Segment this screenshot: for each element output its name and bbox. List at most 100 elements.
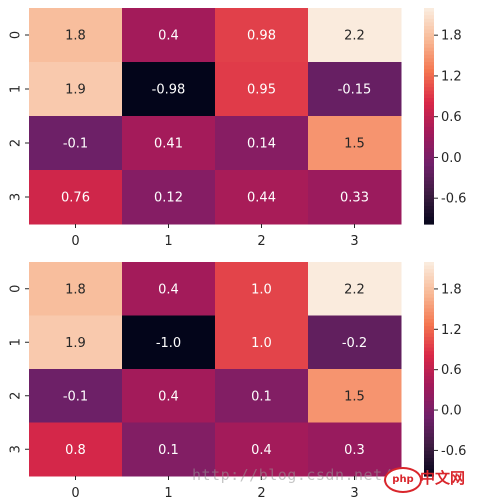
watermark-suffix: 中文网 xyxy=(420,469,466,487)
colorbar-segment xyxy=(424,47,434,52)
colorbar-segment xyxy=(424,148,434,153)
colorbar-segment xyxy=(424,454,434,459)
heatmap-cell xyxy=(308,315,402,370)
colorbar-segment xyxy=(424,87,434,92)
colorbar-tick-label: 1.8 xyxy=(441,29,462,44)
colorbar-segment xyxy=(424,116,434,121)
cell-annotation: 0.8 xyxy=(65,443,86,458)
colorbar-segment xyxy=(424,11,434,16)
colorbar-tick-label: 1.8 xyxy=(441,282,462,297)
heatmap-cell xyxy=(122,262,216,316)
colorbar-segment xyxy=(424,301,434,306)
x-tick-label: 1 xyxy=(164,234,172,249)
colorbar-segment xyxy=(424,177,434,182)
colorbar-tick-label: 0.0 xyxy=(441,404,462,419)
y-tick-label: 3 xyxy=(9,445,24,453)
heatmap-cell xyxy=(308,8,402,63)
cell-annotation: -0.98 xyxy=(152,83,186,98)
heatmap-cell xyxy=(308,422,402,477)
cell-annotation: 1.8 xyxy=(65,282,86,297)
colorbar-segment xyxy=(424,112,434,117)
colorbar-segment xyxy=(424,83,434,88)
colorbar-segment xyxy=(424,170,434,175)
heatmap-cell xyxy=(122,315,216,370)
colorbar-tick-label: 1.2 xyxy=(441,69,462,84)
colorbar-segment xyxy=(424,202,434,207)
colorbar-segment xyxy=(424,404,434,409)
colorbar-tick-label: 0.6 xyxy=(441,110,462,125)
heatmap-cell xyxy=(29,62,123,117)
colorbar-segment xyxy=(424,326,434,331)
colorbar-segment xyxy=(424,283,434,288)
colorbar-segment xyxy=(424,8,434,13)
colorbar-segment xyxy=(424,276,434,281)
heatmap-top: 1.8 0.4 0.98 2.2 1.9 -0.98 0.95 -0.15 -0.1 0.41 0.… xyxy=(9,8,466,249)
colorbar-segment xyxy=(424,262,434,267)
colorbar-segment xyxy=(424,130,434,135)
colorbar-segment xyxy=(424,393,434,399)
colorbar-segment xyxy=(424,351,434,356)
colorbar-segment xyxy=(424,308,434,313)
colorbar-segment xyxy=(424,198,434,203)
colorbar-segment xyxy=(424,155,434,160)
cell-annotation: 0.44 xyxy=(247,191,276,206)
colorbar-segment xyxy=(424,195,434,200)
colorbar-segment xyxy=(424,180,434,185)
cell-annotation: 0.33 xyxy=(340,191,369,206)
x-tick-label: 2 xyxy=(257,234,265,249)
colorbar-segment xyxy=(424,333,434,338)
colorbar-segment xyxy=(424,418,434,424)
cell-annotation: -0.1 xyxy=(63,137,88,152)
cell-annotation: 0.4 xyxy=(251,443,272,458)
colorbar-segment xyxy=(424,468,434,474)
colorbar-segment xyxy=(424,376,434,381)
colorbar-segment xyxy=(424,361,434,367)
y-tick-label: 2 xyxy=(9,392,24,400)
colorbar-segment xyxy=(424,144,434,149)
colorbar-tick-label: -0.6 xyxy=(441,192,466,207)
x-tick-label: 1 xyxy=(164,486,172,499)
colorbar-segment xyxy=(424,58,434,63)
colorbar-segment xyxy=(424,44,434,49)
heatmap-cell xyxy=(29,369,123,423)
cell-annotation: 0.4 xyxy=(158,282,179,297)
cell-annotation: 0.41 xyxy=(154,137,183,152)
colorbar-segment xyxy=(424,162,434,167)
colorbar-segment xyxy=(424,315,434,320)
colorbar-segment xyxy=(424,94,434,99)
colorbar-segment xyxy=(424,216,434,221)
cell-annotation: -0.1 xyxy=(63,389,88,404)
colorbar-segment xyxy=(424,272,434,277)
colorbar-segment xyxy=(424,447,434,452)
y-tick-label: 2 xyxy=(9,139,24,147)
cell-annotation: 0.76 xyxy=(61,191,90,206)
colorbar-segment xyxy=(424,36,434,41)
colorbar-segment xyxy=(424,105,434,110)
heatmap-cell xyxy=(215,62,309,117)
colorbar-segment xyxy=(424,69,434,74)
colorbar-segment xyxy=(424,159,434,164)
heatmap-cell xyxy=(122,8,216,63)
colorbar-segment xyxy=(424,443,434,449)
cell-annotation: 0.4 xyxy=(158,389,179,404)
y-tick-label: 0 xyxy=(9,31,24,39)
y-tick-label: 1 xyxy=(9,338,24,346)
cell-annotation: 0.95 xyxy=(247,83,276,98)
colorbar-segment xyxy=(424,188,434,193)
colorbar-segment xyxy=(424,451,434,456)
cell-annotation: 1.5 xyxy=(344,389,365,404)
colorbar-segment xyxy=(424,279,434,284)
colorbar-segment xyxy=(424,134,434,139)
cell-annotation: -0.2 xyxy=(342,336,367,351)
colorbar-segment xyxy=(424,304,434,309)
heatmap-cell xyxy=(122,62,216,117)
heatmap-cell xyxy=(215,170,309,225)
colorbar-segment xyxy=(424,347,434,352)
y-tick-label: 0 xyxy=(9,285,24,293)
heatmap-cell xyxy=(122,170,216,225)
cell-annotation: 1.9 xyxy=(65,336,86,351)
colorbar-segment xyxy=(424,344,434,349)
x-tick-label: 2 xyxy=(257,486,265,499)
colorbar-segment xyxy=(424,390,434,395)
colorbar-segment xyxy=(424,294,434,299)
